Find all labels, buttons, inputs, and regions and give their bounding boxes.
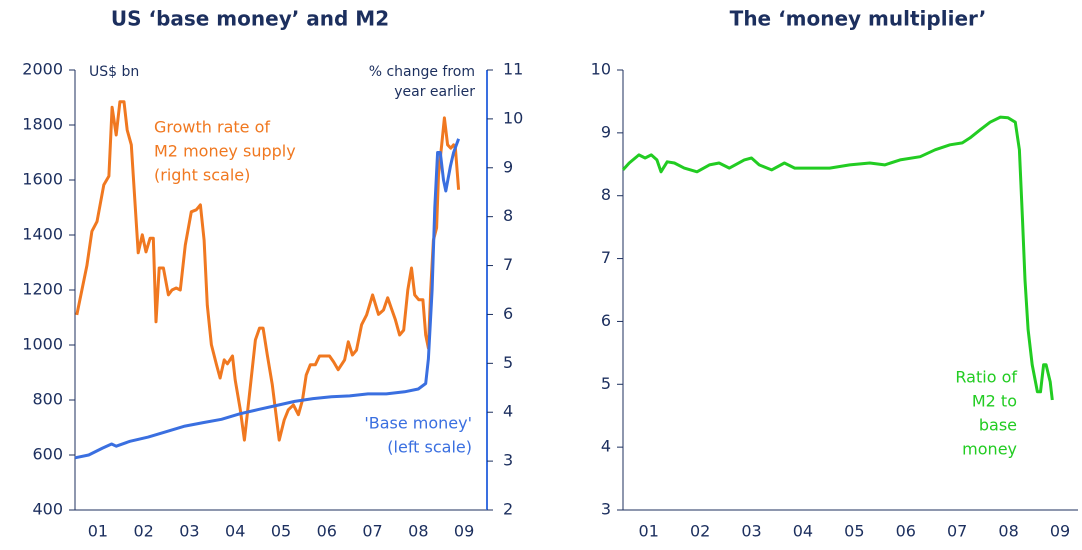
x-tick-label: 09 — [454, 522, 474, 541]
annotation: M2 money supply — [154, 142, 296, 161]
annotation: 'Base money' — [364, 414, 472, 433]
y-tick-label: 1800 — [22, 115, 63, 134]
y2-tick-label: 4 — [503, 402, 513, 421]
x-tick-label: 03 — [179, 522, 199, 541]
y-tick-label: 9 — [601, 122, 611, 141]
chart-title: US ‘base money’ and M2 — [111, 7, 389, 31]
y-tick-label: 400 — [32, 500, 63, 519]
x-tick-label: 05 — [844, 522, 864, 541]
y-tick-label: 1200 — [22, 280, 63, 299]
annotation: Ratio of — [955, 368, 1017, 387]
y-tick-label: 1400 — [22, 225, 63, 244]
y-tick-label: 1000 — [22, 335, 63, 354]
y-tick-label: 5 — [601, 374, 611, 393]
x-tick-label: 06 — [317, 522, 337, 541]
series-line — [621, 115, 1054, 401]
y-tick-label: 800 — [32, 390, 63, 409]
y-tick-label: 3 — [601, 500, 611, 519]
y-tick-label: 2000 — [22, 60, 63, 79]
y2-tick-label: 7 — [503, 255, 513, 274]
x-tick-label: 02 — [690, 522, 710, 541]
y2-tick-label: 10 — [503, 108, 523, 127]
annotation: (right scale) — [154, 166, 250, 185]
y-tick-label: 7 — [601, 248, 611, 267]
annotation: (left scale) — [387, 438, 472, 457]
x-tick-label: 01 — [639, 522, 659, 541]
y2-tick-label: 3 — [503, 451, 513, 470]
x-tick-label: 02 — [133, 522, 153, 541]
annotation: Growth rate of — [154, 118, 270, 137]
y2-tick-label: 9 — [503, 157, 513, 176]
y2-tick-label: 5 — [503, 353, 513, 372]
x-tick-label: 04 — [225, 522, 245, 541]
x-tick-label: 08 — [408, 522, 428, 541]
y2-axis-label: % change from — [369, 64, 475, 80]
y2-axis-label: year earlier — [394, 84, 475, 100]
annotation: money — [962, 440, 1017, 459]
y-tick-label: 6 — [601, 311, 611, 330]
y2-tick-label: 11 — [503, 60, 523, 79]
x-tick-label: 08 — [998, 522, 1018, 541]
y2-tick-label: 2 — [503, 500, 513, 519]
x-tick-label: 09 — [1050, 522, 1070, 541]
y-tick-label: 4 — [601, 437, 611, 456]
y2-tick-label: 8 — [503, 206, 513, 225]
y-axis-label: US$ bn — [89, 64, 139, 80]
chart-title: The ‘money multiplier’ — [730, 7, 987, 31]
x-tick-label: 01 — [88, 522, 108, 541]
y2-tick-label: 6 — [503, 304, 513, 323]
y-tick-label: 10 — [591, 60, 611, 79]
x-tick-label: 06 — [896, 522, 916, 541]
y-tick-label: 600 — [32, 445, 63, 464]
x-tick-label: 04 — [793, 522, 813, 541]
x-tick-label: 05 — [271, 522, 291, 541]
annotation: M2 to — [972, 392, 1017, 411]
x-tick-label: 07 — [362, 522, 382, 541]
y-tick-label: 1600 — [22, 170, 63, 189]
annotation: base — [979, 416, 1017, 435]
y-tick-label: 8 — [601, 185, 611, 204]
series-line — [75, 100, 461, 442]
x-tick-label: 07 — [947, 522, 967, 541]
x-tick-label: 03 — [741, 522, 761, 541]
series-line — [74, 138, 461, 460]
